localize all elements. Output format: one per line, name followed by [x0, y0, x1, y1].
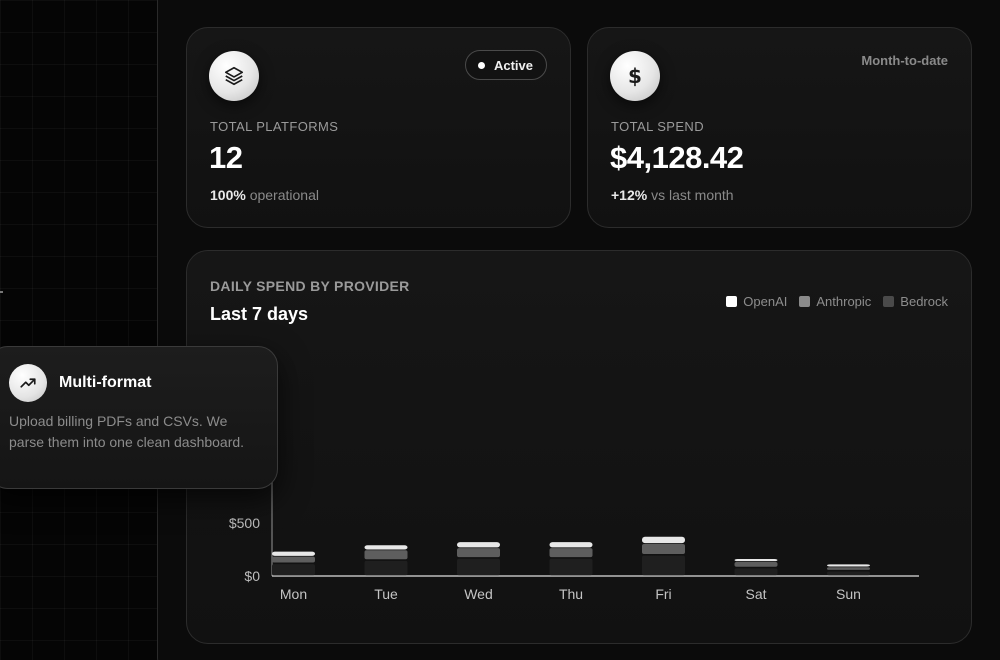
legend-item-anthropic[interactable]: Anthropic: [799, 294, 871, 309]
bar-segment-bedrock: [642, 555, 685, 576]
bar-segment-openai: [827, 564, 870, 567]
legend-swatch: [883, 296, 895, 307]
stat-label: TOTAL PLATFORMS: [210, 119, 339, 134]
stat-subtext: 100% operational: [210, 187, 319, 203]
stat-value: $4,128.42: [610, 140, 744, 175]
status-badge-label: Active: [493, 57, 533, 73]
bar-segment-openai: [457, 542, 500, 548]
feature-card: Multi-format Upload billing PDFs and CSV…: [0, 346, 278, 489]
legend-item-bedrock[interactable]: Bedrock: [883, 294, 948, 309]
bar-segment-bedrock: [457, 558, 500, 576]
bar-segment-bedrock: [827, 571, 870, 576]
feature-title: Multi-format: [59, 374, 152, 391]
chart-title: Last 7 days: [210, 304, 309, 324]
feature-description: Upload billing PDFs and CSVs. We parse t…: [9, 413, 245, 450]
legend-swatch: [726, 296, 738, 307]
x-tick-label: Fri: [655, 586, 671, 602]
stacked-bar-chart: $0 $500 Mon Tue Wed Thu Fri Sat Sun: [229, 466, 919, 602]
bar-segment-anthropic: [827, 567, 870, 570]
legend-label: OpenAI: [743, 294, 788, 309]
stat-subtext-label: operational: [249, 187, 319, 203]
bar-segment-anthropic: [734, 561, 778, 567]
total-spend-card: $ Month-to-date TOTAL SPEND $4,128.42 +1…: [587, 27, 972, 228]
x-tick-label: Mon: [280, 586, 307, 602]
status-badge: Active: [464, 50, 547, 80]
bar-segment-openai: [642, 536, 685, 544]
bar-segment-openai: [364, 545, 408, 550]
bar-segment-bedrock: [364, 560, 408, 576]
bar-segment-bedrock: [734, 568, 778, 576]
bar-segment-bedrock: [549, 558, 593, 576]
stat-subtext-strong: +12%: [611, 187, 648, 203]
bar-segment-anthropic: [272, 556, 315, 563]
stat-subtext: +12% vs last month: [611, 187, 734, 203]
y-tick-label: $500: [229, 515, 260, 531]
x-tick-label: Sun: [836, 586, 861, 602]
bar-segment-anthropic: [457, 548, 500, 558]
period-label: Month-to-date: [861, 53, 948, 68]
stat-subtext-strong: 100%: [210, 187, 246, 203]
bar-segment-anthropic: [642, 543, 685, 554]
bar-segment-bedrock: [272, 564, 315, 576]
daily-spend-chart-card: DAILY SPEND BY PROVIDER Last 7 days Open…: [186, 250, 972, 644]
total-platforms-card: Active TOTAL PLATFORMS 12 100% operation…: [186, 27, 571, 228]
x-tick-label: Thu: [559, 586, 583, 602]
edge-mark: [0, 291, 3, 293]
dollar-icon: $: [610, 51, 660, 101]
legend-label: Bedrock: [900, 294, 948, 309]
bar-segment-anthropic: [549, 548, 593, 558]
bar-segment-anthropic: [364, 550, 408, 560]
x-tick-label: Wed: [464, 586, 493, 602]
chart-legend: OpenAI Anthropic Bedrock: [726, 294, 948, 309]
bar-segment-openai: [272, 551, 315, 556]
bar-segment-openai: [734, 559, 778, 562]
legend-label: Anthropic: [816, 294, 872, 309]
layers-icon: [209, 51, 259, 101]
stat-subtext-label: vs last month: [651, 187, 734, 203]
x-tick-label: Sat: [745, 586, 766, 602]
chart-eyebrow: DAILY SPEND BY PROVIDER: [210, 278, 410, 294]
legend-swatch: [799, 296, 811, 307]
y-tick-label: $0: [244, 568, 260, 584]
legend-item-openai[interactable]: OpenAI: [726, 294, 787, 309]
trending-up-icon: [9, 364, 47, 402]
stat-value: 12: [209, 140, 243, 175]
bar-segment-openai: [549, 542, 593, 548]
stat-label: TOTAL SPEND: [611, 119, 705, 134]
status-dot-icon: [477, 61, 485, 69]
x-tick-label: Tue: [374, 586, 398, 602]
